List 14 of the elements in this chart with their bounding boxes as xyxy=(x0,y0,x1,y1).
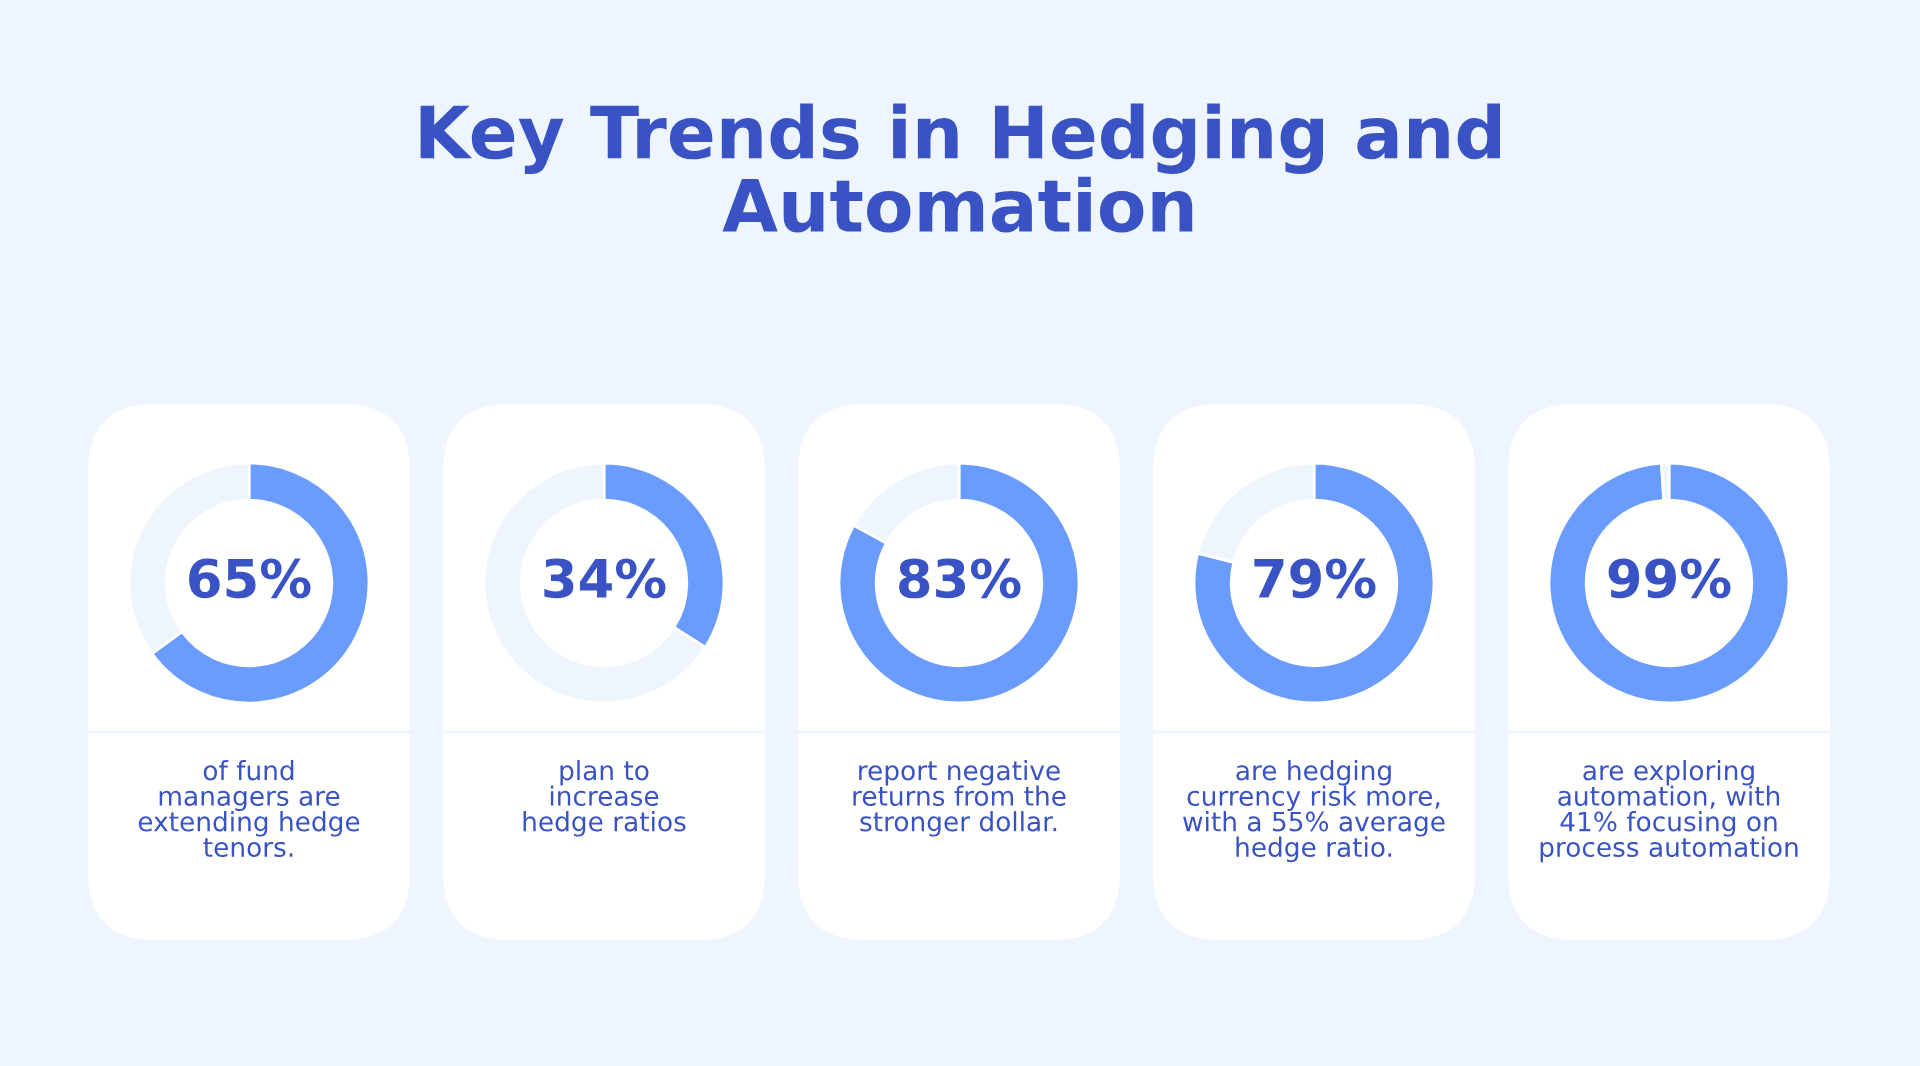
text: Key Trends in Hedging and Automation xyxy=(420,103,1500,233)
text: of fund managers are extending hedge tenors. xyxy=(138,760,360,858)
data-label: 83% xyxy=(899,558,1021,599)
donut-slice xyxy=(1547,461,1791,705)
data-label: 79% xyxy=(1254,558,1376,599)
donut-slice xyxy=(837,461,1081,705)
text: are hedging currency risk more, with a 55% average hedge ratio. xyxy=(1183,760,1445,863)
data-label: 99% xyxy=(1608,558,1731,599)
text: are exploring automation, with 41% focusing on process automation xyxy=(1540,760,1798,863)
data-label: 34% xyxy=(544,558,666,599)
text: report negative returns from the stronger dollar. xyxy=(853,760,1066,837)
text: plan to increase hedge ratios xyxy=(523,760,686,837)
data-label: 65% xyxy=(189,558,311,599)
donut-slice xyxy=(1192,461,1436,705)
